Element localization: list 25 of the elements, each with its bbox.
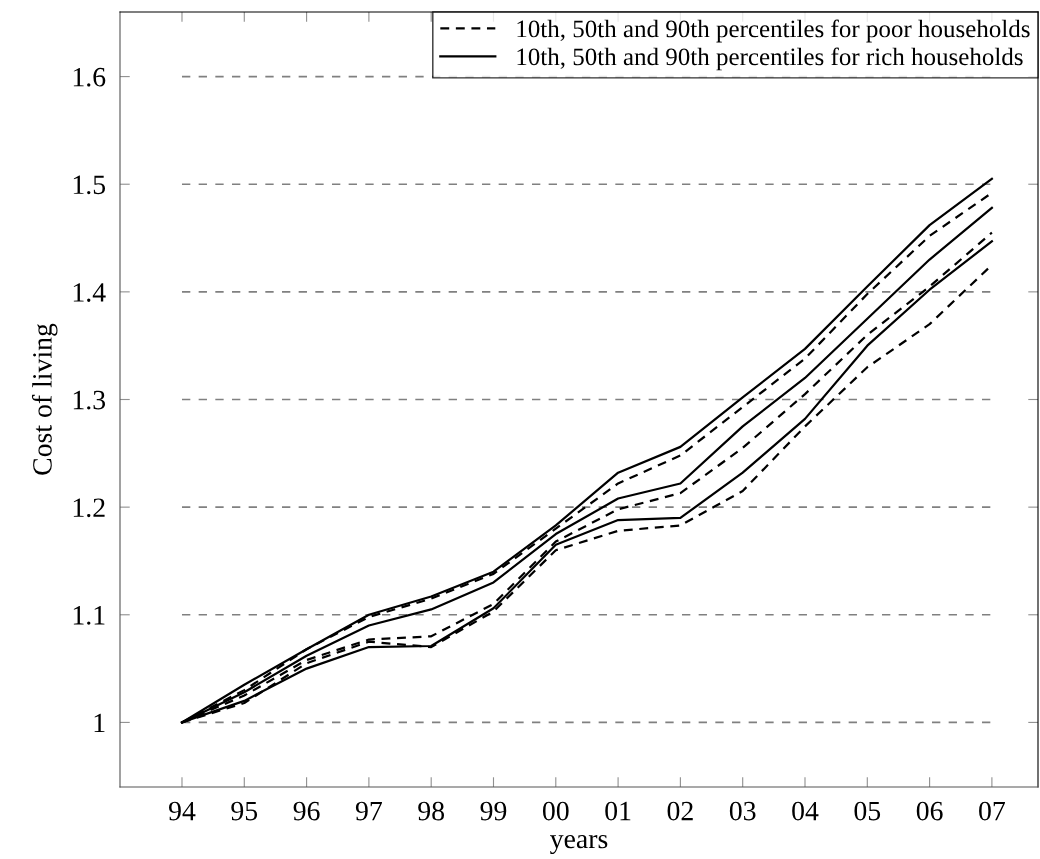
y-tick-label: 1.5 bbox=[73, 175, 106, 195]
x-tick-label: 98 bbox=[418, 801, 445, 821]
x-tick-label: 00 bbox=[542, 801, 569, 821]
y-tick-label: 1.1 bbox=[73, 606, 105, 625]
y-tick-label: 1.2 bbox=[73, 498, 105, 518]
y-axis-title: Cost of living bbox=[31, 323, 58, 475]
legend-label: 10th, 50th and 90th percentiles for poor households bbox=[517, 19, 1030, 43]
x-tick-label: 99 bbox=[480, 801, 507, 821]
x-tick-label: 04 bbox=[792, 801, 819, 821]
x-tick-label: 05 bbox=[854, 801, 881, 821]
x-tick-label: 97 bbox=[355, 801, 382, 821]
x-tick-label: 01 bbox=[605, 801, 631, 821]
x-tick-label: 07 bbox=[979, 801, 1005, 821]
x-tick-label: 03 bbox=[729, 801, 756, 821]
x-tick-label: 94 bbox=[168, 801, 196, 821]
y-tick-label: 1.6 bbox=[73, 67, 106, 87]
y-tick-label: 1 bbox=[94, 713, 105, 733]
legend-label: 10th, 50th and 90th percentiles for rich households bbox=[517, 47, 1023, 71]
x-tick-label: 02 bbox=[667, 801, 693, 821]
y-tick-label: 1.3 bbox=[73, 390, 106, 410]
x-tick-label: 96 bbox=[293, 801, 320, 821]
y-tick-label: 1.4 bbox=[73, 283, 106, 302]
x-axis-title: years bbox=[550, 834, 608, 855]
x-tick-label: 06 bbox=[916, 801, 943, 821]
x-tick-label: 95 bbox=[231, 801, 258, 821]
